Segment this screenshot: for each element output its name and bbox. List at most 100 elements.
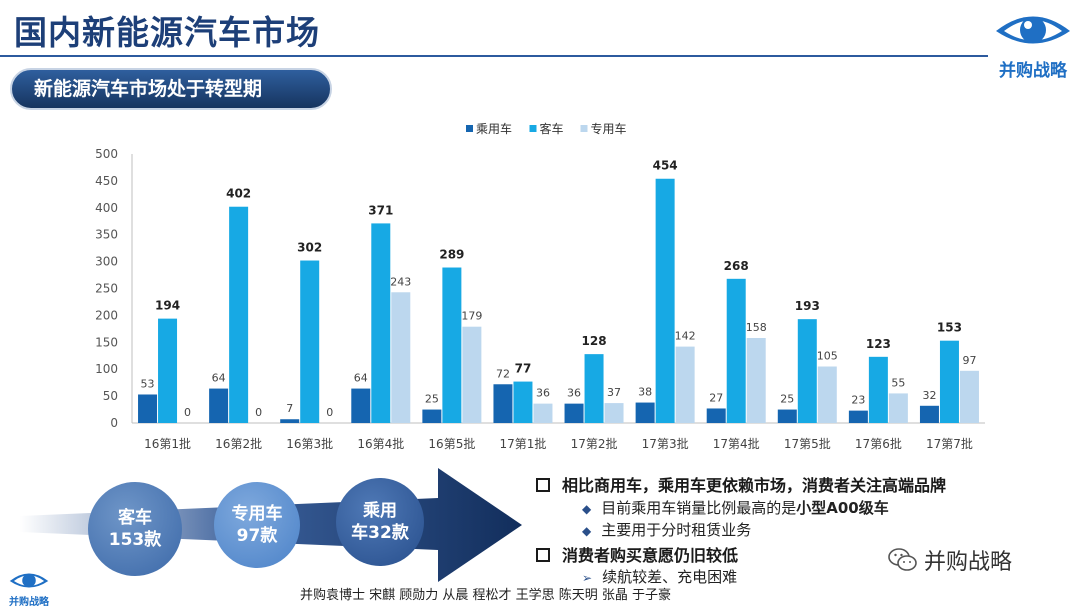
bar: [300, 260, 320, 423]
flow-bubble-bus: 客车 153款: [88, 482, 182, 576]
legend-label: 专用车: [591, 121, 627, 136]
bar: [138, 394, 158, 423]
eye-icon: [996, 16, 1070, 44]
data-label: 25: [780, 393, 794, 406]
data-label: 7: [286, 402, 293, 415]
data-label: 302: [297, 241, 322, 255]
y-tick-label: 0: [110, 416, 118, 430]
x-tick-label: 16第5批: [428, 436, 475, 451]
data-label: 153: [937, 321, 962, 335]
bar: [655, 178, 675, 423]
data-label: 128: [582, 334, 607, 348]
bar: [280, 419, 300, 423]
page-title: 国内新能源汽车市场: [14, 13, 320, 52]
data-label: 64: [212, 372, 226, 385]
bar: [746, 337, 766, 423]
y-tick-label: 350: [95, 228, 118, 242]
data-label: 123: [866, 337, 891, 351]
y-tick-label: 250: [95, 282, 118, 296]
bar: [706, 408, 726, 423]
data-label: 268: [724, 259, 749, 273]
data-label: 402: [226, 187, 251, 201]
data-label: 36: [567, 387, 581, 400]
data-label: 454: [653, 159, 678, 173]
x-tick-label: 16第2批: [215, 436, 262, 451]
wechat-watermark: 并购战略: [888, 544, 1012, 576]
bar: [158, 318, 178, 423]
legend-swatch: [466, 125, 473, 132]
wechat-label: 并购战略: [924, 550, 1013, 575]
bar: [209, 388, 229, 423]
x-tick-label: 17第5批: [784, 436, 831, 451]
data-label: 243: [390, 275, 411, 288]
flow-bubble-special: 专用车 97款: [214, 482, 300, 568]
bar: [959, 370, 979, 423]
section-subtitle: 新能源汽车市场处于转型期: [10, 68, 332, 110]
bar: [229, 206, 249, 423]
data-label: 38: [638, 386, 652, 399]
data-label: 142: [675, 330, 696, 343]
x-tick-label: 17第1批: [500, 436, 547, 451]
bar-chart: 05010015020025030035040045050053194016第1…: [95, 121, 985, 451]
y-tick-label: 300: [95, 255, 118, 269]
point-1-sub-1: ◆ 目前乘用车销量比例最高的是小型A00级车: [582, 499, 889, 517]
point-2-sub-1: ➢ 续航较差、充电困难: [582, 568, 738, 586]
diamond-icon: ◆: [582, 524, 592, 538]
x-tick-label: 17第3批: [642, 436, 689, 451]
footer-logo-text: 并购战略: [9, 597, 49, 608]
x-tick-label: 17第6批: [855, 436, 902, 451]
data-label: 0: [326, 406, 333, 419]
eye-icon: [9, 573, 49, 588]
x-tick-label: 17第7批: [926, 436, 973, 451]
data-label: 193: [795, 299, 820, 313]
y-tick-label: 50: [103, 389, 118, 403]
diamond-icon: ◆: [582, 502, 592, 516]
bar: [493, 384, 513, 423]
data-label: 371: [368, 203, 393, 217]
point-2: 消费者购买意愿仍旧较低: [536, 542, 738, 566]
data-label: 97: [962, 354, 976, 367]
data-label: 179: [461, 310, 482, 323]
bar: [635, 402, 655, 423]
data-label: 64: [354, 372, 368, 385]
data-label: 77: [515, 362, 532, 376]
title-divider: [0, 55, 988, 57]
data-label: 32: [922, 389, 936, 402]
data-label: 289: [439, 248, 464, 262]
bar: [888, 393, 908, 423]
wechat-icon: [888, 548, 917, 571]
bar: [848, 410, 868, 423]
x-tick-label: 16第4批: [357, 436, 404, 451]
x-tick-label: 17第4批: [713, 436, 760, 451]
y-tick-label: 400: [95, 201, 118, 215]
legend-label: 客车: [540, 121, 564, 136]
bar: [675, 346, 695, 423]
bar: [371, 223, 391, 423]
point-1: 相比商用车，乘用车更依赖市场，消费者关注高端品牌: [536, 472, 946, 496]
bar: [919, 405, 939, 423]
x-tick-label: 17第2批: [571, 436, 618, 451]
checkbox-icon: [536, 477, 550, 492]
brand-logo-text: 并购战略: [999, 61, 1067, 81]
data-label: 27: [709, 391, 723, 404]
data-label: 23: [851, 394, 865, 407]
bar: [817, 366, 837, 423]
bar: [533, 403, 553, 423]
y-tick-label: 100: [95, 362, 118, 376]
legend-swatch: [529, 125, 537, 132]
bar: [777, 409, 797, 423]
footer-logo: 并购战略: [4, 568, 54, 608]
bar: [726, 278, 746, 423]
data-label: 25: [425, 393, 439, 406]
data-label: 55: [891, 376, 905, 389]
data-label: 105: [817, 350, 838, 363]
arrow-right-icon: ➢: [582, 571, 593, 585]
data-label: 194: [155, 299, 180, 313]
brand-logo: 并购战略: [990, 6, 1076, 81]
footer-credits: 并购袁博士 宋麒 顾勋力 从晨 程松才 王学思 陈天明 张晶 于子豪: [300, 588, 672, 603]
bar: [939, 340, 959, 423]
bar: [564, 403, 584, 423]
x-tick-label: 16第1批: [144, 436, 191, 451]
bar: [797, 319, 817, 423]
data-label: 36: [536, 387, 550, 400]
